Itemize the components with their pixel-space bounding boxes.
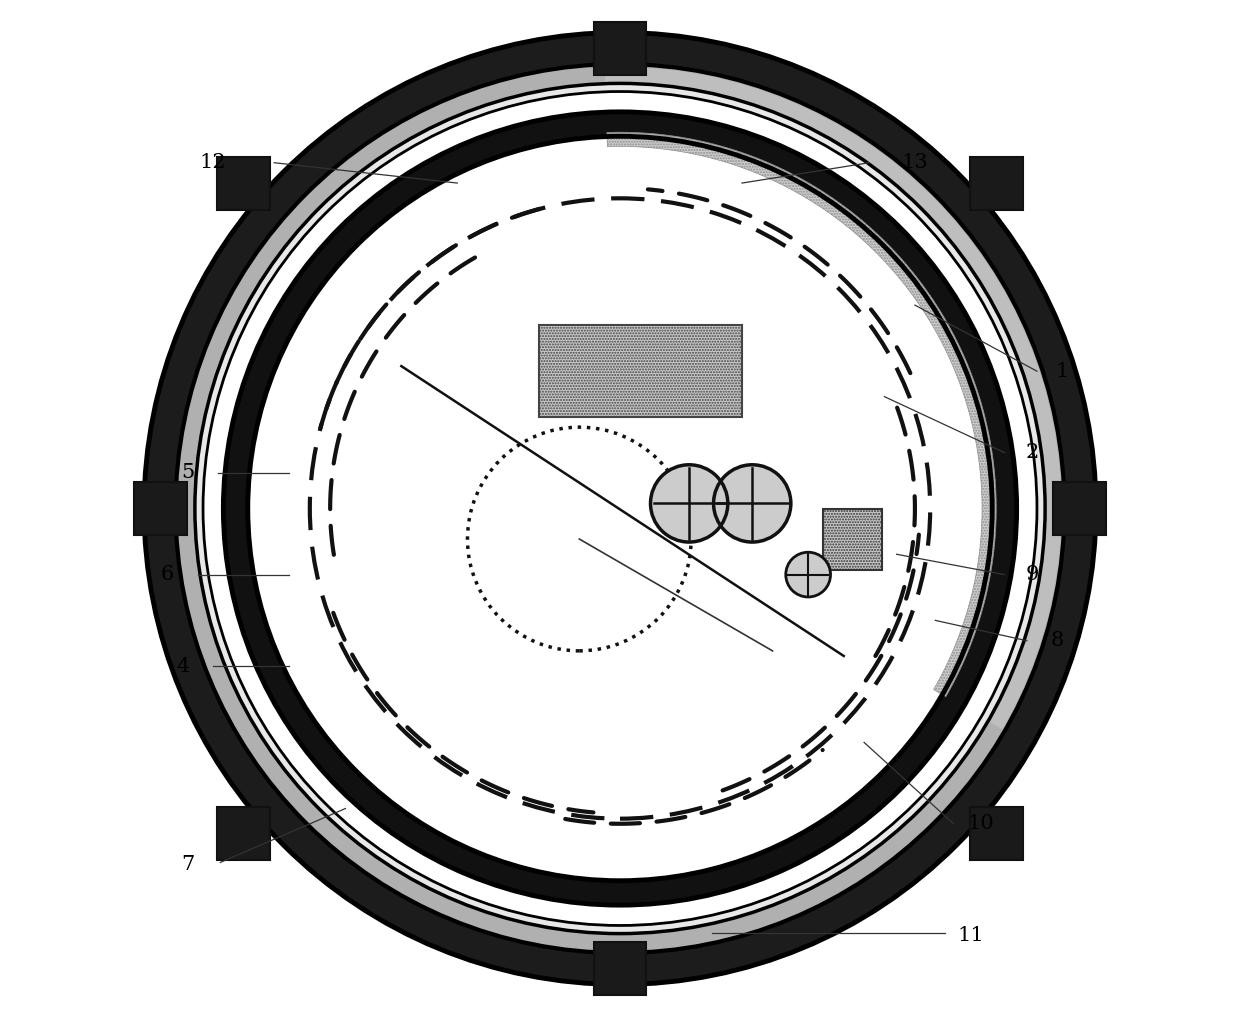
Text: 7: 7 [181,855,195,874]
Bar [823,508,883,570]
Bar [217,807,270,860]
Circle shape [195,83,1045,934]
Text: 8: 8 [1050,632,1064,650]
Text: 13: 13 [901,154,929,172]
Polygon shape [605,67,1061,729]
Bar [1053,482,1106,535]
Text: 6: 6 [161,565,174,584]
Polygon shape [606,132,996,697]
Bar [217,157,270,210]
Bar [970,157,1023,210]
Text: 10: 10 [967,815,994,833]
Text: 11: 11 [957,926,985,945]
Circle shape [713,465,791,542]
Circle shape [223,112,1017,905]
Circle shape [248,136,992,881]
Text: 1: 1 [1055,362,1069,380]
Bar [970,807,1023,860]
Circle shape [144,33,1096,984]
Text: 12: 12 [200,154,227,172]
Circle shape [203,92,1037,925]
Circle shape [651,465,728,542]
Bar [134,482,187,535]
Text: 5: 5 [181,464,195,482]
Circle shape [176,64,1064,953]
Circle shape [176,64,1064,953]
Text: 4: 4 [176,657,190,675]
Bar [538,325,742,417]
Text: 2: 2 [1025,443,1039,462]
Bar [594,942,646,995]
Circle shape [786,552,831,597]
Circle shape [195,83,1045,934]
Bar [594,22,646,75]
Text: 9: 9 [1025,565,1039,584]
